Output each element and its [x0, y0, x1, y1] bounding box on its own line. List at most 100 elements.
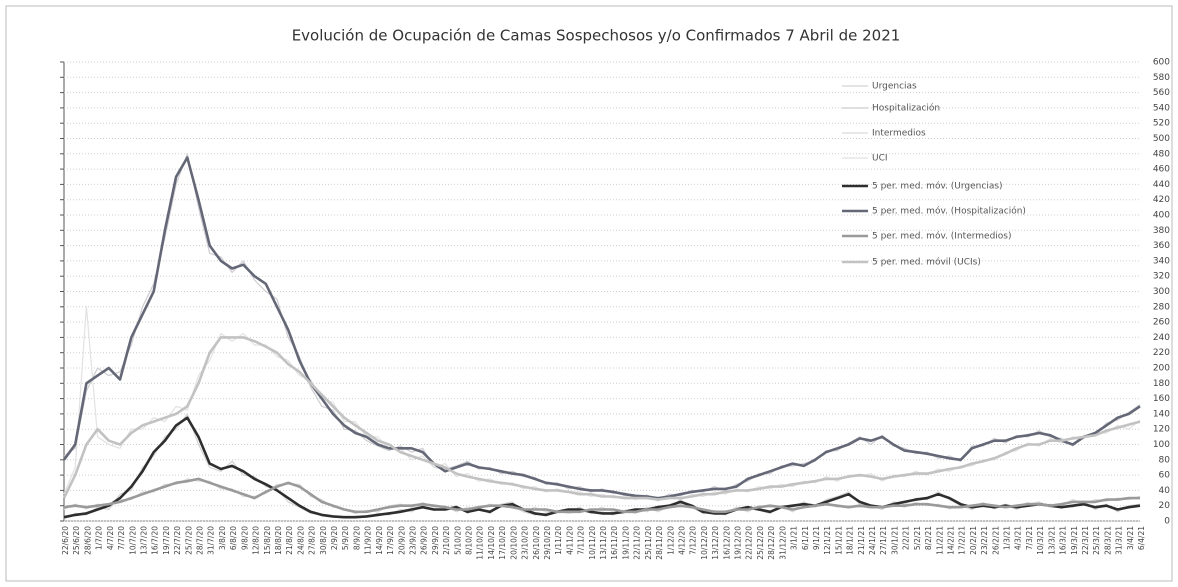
x-tick-label: 5/9/20: [341, 526, 350, 550]
x-tick-label: 13/12/20: [711, 526, 720, 560]
x-tick-label: 2/10/20: [442, 526, 451, 555]
x-tick-label: 10/11/20: [588, 526, 597, 560]
x-tick-label: 15/1/21: [834, 526, 843, 555]
x-tick-label: 16/11/20: [610, 526, 619, 560]
x-tick-label: 8/10/20: [465, 526, 474, 555]
x-tick-label: 20/9/20: [397, 526, 406, 555]
x-tick-label: 21/1/21: [857, 526, 866, 555]
x-tick-label: 14/9/20: [375, 526, 384, 555]
y-tick-label: 80: [1159, 455, 1171, 465]
y-tick-label: 340: [1153, 256, 1170, 266]
x-tick-label: 1/3/21: [1003, 526, 1012, 550]
y-tick-label: 540: [1153, 103, 1170, 113]
x-tick-label: 5/2/21: [913, 526, 922, 550]
x-tick-label: 16/3/21: [1059, 526, 1068, 555]
x-tick-label: 8/9/20: [352, 526, 361, 550]
y-tick-label: 220: [1153, 348, 1170, 358]
y-tick-label: 240: [1153, 333, 1170, 343]
x-tick-label: 18/1/21: [846, 526, 855, 555]
x-tick-label: 30/8/20: [319, 526, 328, 555]
x-tick-label: 11/10/20: [476, 526, 485, 560]
y-tick-label: 40: [1159, 486, 1171, 496]
x-tick-label: 6/8/20: [229, 526, 238, 550]
y-tick-label: 60: [1159, 471, 1171, 481]
y-tick-label: 400: [1153, 211, 1170, 221]
x-tick-label: 19/12/20: [734, 526, 743, 560]
x-tick-label: 17/2/21: [958, 526, 967, 555]
series-line: [62, 156, 1141, 500]
x-tick-label: 22/12/20: [745, 526, 754, 560]
x-tick-label: 28/7/20: [196, 526, 205, 555]
x-tick-label: 3/4/21: [1126, 526, 1135, 550]
x-tick-label: 4/7/20: [106, 526, 115, 550]
x-tick-label: 14/2/21: [946, 526, 955, 555]
x-tick-label: 13/7/20: [139, 526, 148, 555]
x-tick-label: 2/9/20: [330, 526, 339, 550]
x-tick-label: 1/12/20: [666, 526, 675, 555]
y-tick-label: 100: [1153, 440, 1170, 450]
series-line: [63, 478, 1141, 514]
y-tick-label: 380: [1153, 226, 1170, 236]
x-tick-label: 22/3/21: [1081, 526, 1090, 555]
x-tick-label: 25/3/21: [1092, 526, 1101, 555]
x-tick-label: 10/3/21: [1036, 526, 1045, 555]
y-tick-label: 200: [1153, 364, 1170, 374]
x-tick-label: 20/10/20: [509, 526, 518, 560]
x-tick-label: 31/7/20: [207, 526, 216, 555]
series-line: [63, 477, 1140, 514]
y-tick-label: 480: [1153, 149, 1170, 159]
x-tick-label: 31/12/20: [778, 526, 787, 560]
chart-title: Evolución de Ocupación de Camas Sospecho…: [292, 27, 901, 45]
x-tick-label: 19/11/20: [621, 526, 630, 560]
x-tick-label: 1/11/20: [554, 526, 563, 555]
x-tick-label: 21/8/20: [285, 526, 294, 555]
x-tick-label: 28/6/20: [83, 526, 92, 555]
y-tick-label: 180: [1153, 379, 1170, 389]
x-tick-label: 15/8/20: [263, 526, 272, 555]
series-line: [63, 416, 1141, 519]
legend-label: Hospitalización: [872, 103, 940, 114]
x-tick-label: 4/11/20: [565, 526, 574, 555]
legend-label: UCI: [872, 154, 888, 164]
x-tick-label: 2/2/21: [902, 526, 911, 550]
x-tick-label: 9/1/21: [812, 526, 821, 550]
x-tick-label: 19/7/20: [162, 526, 171, 555]
x-tick-label: 23/9/20: [408, 526, 417, 555]
x-tick-label: 6/1/21: [801, 526, 810, 550]
x-tick-label: 27/1/21: [879, 526, 888, 555]
x-tick-label: 25/12/20: [756, 526, 765, 560]
x-tick-label: 30/1/21: [890, 526, 899, 555]
x-tick-label: 3/1/21: [790, 526, 799, 550]
x-tick-label: 26/10/20: [532, 526, 541, 560]
series-line: [62, 336, 1141, 501]
y-tick-label: 360: [1153, 241, 1170, 251]
y-tick-label: 20: [1159, 501, 1171, 511]
x-tick-label: 25/7/20: [184, 526, 193, 555]
y-tick-label: 440: [1153, 180, 1170, 190]
y-tick-label: 160: [1153, 394, 1170, 404]
x-tick-label: 20/2/21: [969, 526, 978, 555]
x-tick-label: 26/2/21: [991, 526, 1000, 555]
x-tick-label: 7/7/20: [117, 526, 126, 550]
x-tick-label: 13/3/21: [1047, 526, 1056, 555]
x-tick-label: 28/3/21: [1103, 526, 1112, 555]
x-tick-label: 11/9/20: [364, 526, 373, 555]
x-tick-label: 8/2/21: [924, 526, 933, 550]
frame: [5, 5, 1173, 582]
legend-label: 5 per. med. móv. (Urgencias): [872, 181, 1003, 192]
x-tick-label: 7/3/21: [1025, 526, 1034, 550]
x-tick-label: 11/2/21: [935, 526, 944, 555]
x-tick-label: 24/8/20: [296, 526, 305, 555]
x-tick-label: 25/6/20: [72, 526, 81, 555]
y-tick-label: 420: [1153, 195, 1170, 205]
x-tick-label: 23/2/21: [980, 526, 989, 555]
x-tick-label: 26/9/20: [420, 526, 429, 555]
x-tick-label: 4/12/20: [677, 526, 686, 555]
x-tick-label: 12/1/21: [823, 526, 832, 555]
legend-label: 5 per. med. móvil (UCIs): [872, 257, 981, 268]
y-tick-label: 320: [1153, 272, 1170, 282]
legend-label: Urgencias: [872, 82, 917, 92]
legend-label: 5 per. med. móv. (Intermedios): [872, 231, 1012, 242]
x-tick-label: 10/12/20: [700, 526, 709, 560]
